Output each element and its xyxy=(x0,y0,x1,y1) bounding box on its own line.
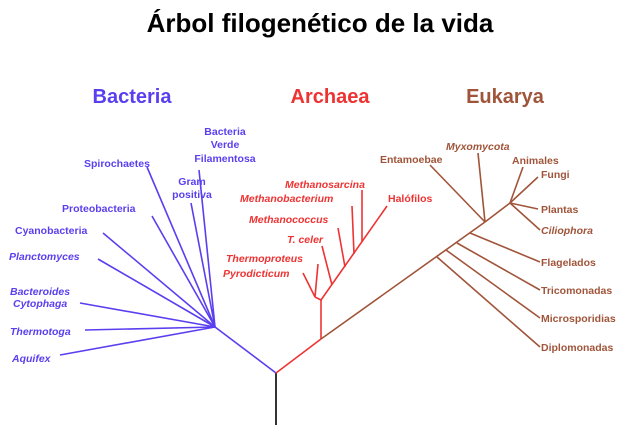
label-spirochaetes: Spirochaetes xyxy=(84,158,150,170)
archaea-node-left xyxy=(314,296,322,301)
branch-methanobacterium xyxy=(351,205,355,255)
branch-pyrodicticum xyxy=(302,272,316,298)
label-myxomycota: Myxomycota xyxy=(446,141,510,153)
branch-fungi xyxy=(509,176,539,204)
label-gram-positive-line2: positiva xyxy=(172,189,212,201)
bacteria-stem xyxy=(214,326,277,374)
label-gram-positive-line1: Gram xyxy=(178,176,205,188)
label-plantas: Plantas xyxy=(541,204,579,216)
branch-spirochaetes xyxy=(146,166,216,328)
label-thermotoga: Thermotoga xyxy=(10,326,71,338)
archaea-branches xyxy=(275,190,388,374)
branch-myxomycota xyxy=(477,152,486,223)
branch-plantas xyxy=(509,202,539,210)
domain-label-eukarya: Eukarya xyxy=(466,86,545,108)
label-methanobacterium: Methanobacterium xyxy=(240,193,333,205)
branch-diplomonadas xyxy=(436,256,541,348)
domain-label-bacteria: Bacteria xyxy=(93,86,173,108)
label-cyanobacteria: Cyanobacteria xyxy=(15,225,88,237)
branch-green-filamentous xyxy=(198,169,216,328)
label-tricomonadas: Tricomonadas xyxy=(541,285,612,297)
label-halofilos: Halófilos xyxy=(388,193,432,205)
eukarya-labels: Entamoebae Myxomycota Animales Fungi Pla… xyxy=(380,141,616,354)
label-pyrodicticum: Pyrodicticum xyxy=(223,268,290,280)
label-tceler: T. celer xyxy=(287,234,324,246)
crown-node xyxy=(484,202,511,223)
label-aquifex: Aquifex xyxy=(11,353,52,365)
diagram-title: Árbol filogenético de la vida xyxy=(147,8,494,38)
branch-gram-positive xyxy=(190,202,216,328)
label-methanococcus: Methanococcus xyxy=(249,214,329,226)
label-planctomyces: Planctomyces xyxy=(9,251,80,263)
label-ciliophora: Ciliophora xyxy=(541,225,593,237)
label-fungi: Fungi xyxy=(541,169,570,181)
label-diplomonadas: Diplomonadas xyxy=(541,342,614,354)
branch-aquifex xyxy=(59,326,216,356)
branch-microsporidias xyxy=(445,249,541,319)
label-flagelados: Flagelados xyxy=(541,257,596,269)
label-green-filamentous-line2: Verde xyxy=(211,139,240,151)
label-entamoebae: Entamoebae xyxy=(380,154,443,166)
branch-proteobacteria xyxy=(151,215,216,328)
branch-animales xyxy=(509,166,524,204)
label-animales: Animales xyxy=(512,155,559,167)
branch-flagelados xyxy=(469,232,541,263)
branch-tricomonadas xyxy=(456,242,541,291)
label-thermoproteus: Thermoproteus xyxy=(226,253,303,265)
eukarya-stem xyxy=(320,221,486,340)
label-green-filamentous-line1: Bacteria xyxy=(204,126,246,138)
label-green-filamentous-line3: Filamentosa xyxy=(194,153,255,165)
label-proteobacteria: Proteobacteria xyxy=(62,203,136,215)
domain-label-archaea: Archaea xyxy=(291,86,371,108)
archaea-labels: Pyrodicticum Thermoproteus T. celer Meth… xyxy=(223,179,432,280)
eukarya-branches xyxy=(320,152,541,348)
label-bacteroides: Bacteroides xyxy=(10,286,70,298)
branch-cyanobacteria xyxy=(102,232,216,328)
archaea-stem-base xyxy=(275,338,322,374)
branch-entamoebae xyxy=(429,164,486,223)
label-microsporidias: Microsporidias xyxy=(541,313,616,325)
branch-thermoproteus xyxy=(314,263,319,298)
branch-ciliophora xyxy=(509,202,541,231)
branch-bacteroides xyxy=(79,302,216,328)
bacteria-labels: Aquifex Thermotoga Bacteroides Cytophaga… xyxy=(9,126,256,365)
branch-planctomyces xyxy=(97,258,216,328)
branch-thermotoga xyxy=(84,326,216,331)
bacteria-branches xyxy=(59,166,277,374)
branch-tceler xyxy=(321,245,333,286)
label-methanosarcina: Methanosarcina xyxy=(285,179,365,191)
branch-methanococcus xyxy=(337,227,346,268)
label-cytophaga: Cytophaga xyxy=(13,298,67,310)
